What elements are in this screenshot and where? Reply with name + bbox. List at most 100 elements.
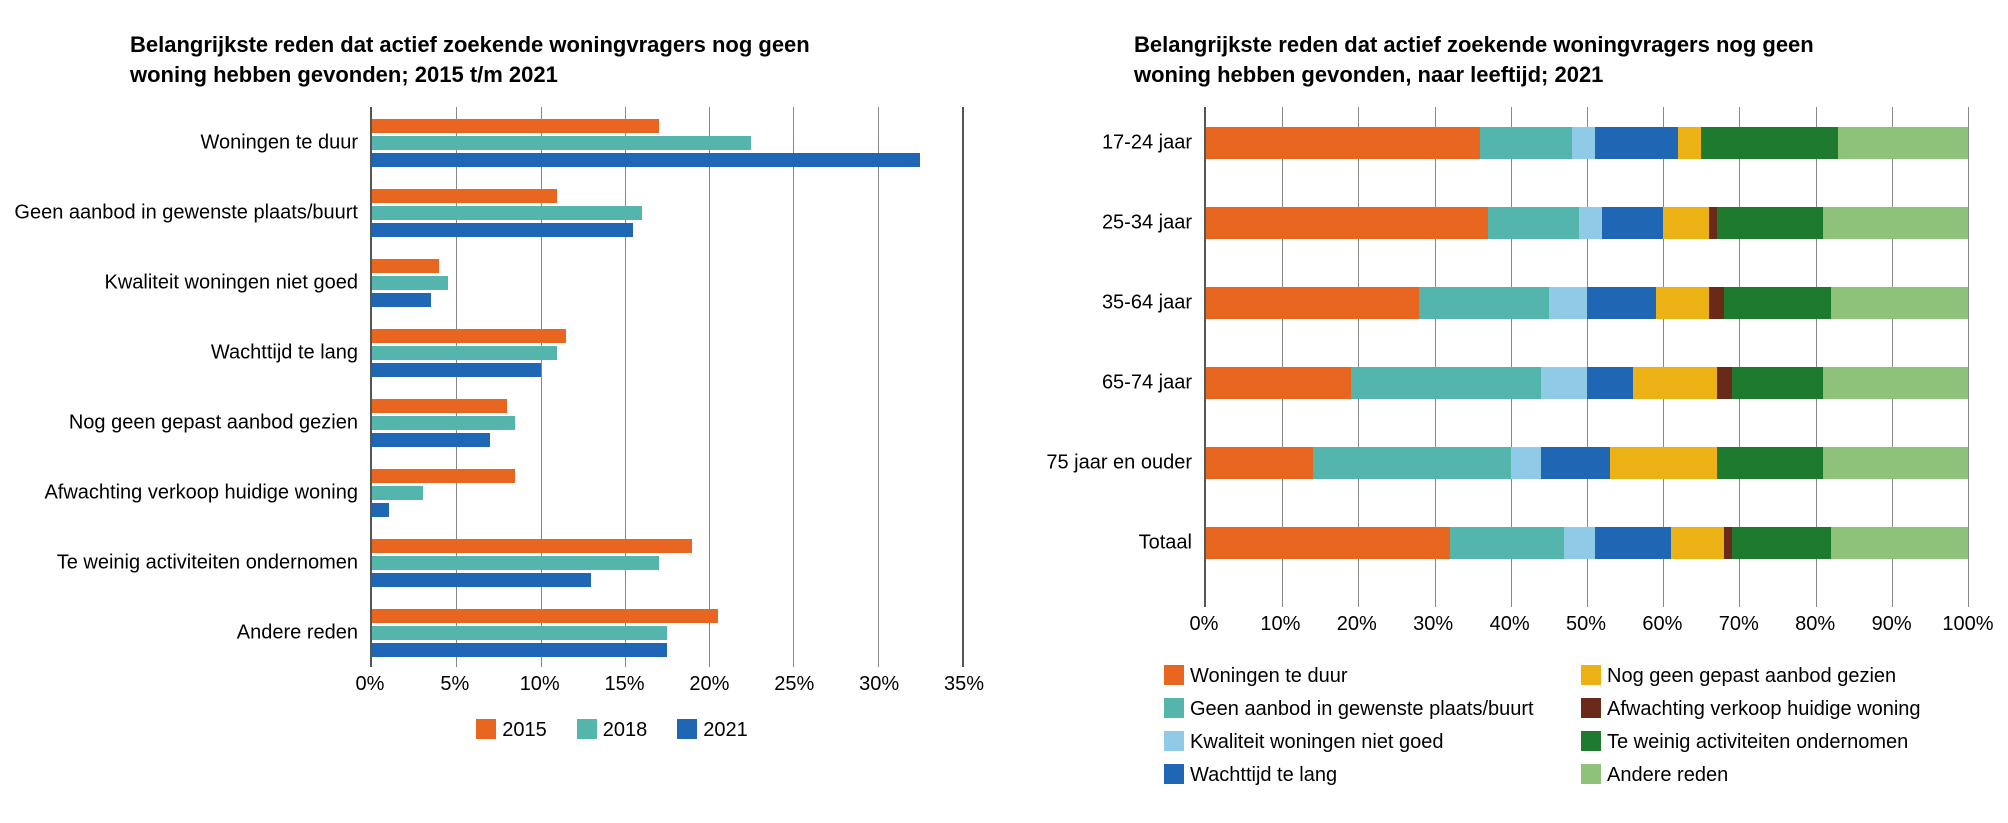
- grouped-hbar-bar: [372, 399, 507, 413]
- stacked-hbar-segment: [1488, 207, 1579, 239]
- grouped-hbar-bar: [372, 346, 557, 360]
- grouped-hbar-bar: [372, 293, 431, 307]
- grouped-hbar-bar: [372, 469, 515, 483]
- stacked-hbar-gridline: [1968, 107, 1969, 607]
- stacked-hbar-segment: [1206, 127, 1480, 159]
- stacked-hbar-segment: [1572, 127, 1595, 159]
- stacked-hbar-x-axis: 0%10%20%30%40%50%60%70%80%90%100%: [1204, 607, 1968, 641]
- stacked-hbar-segment: [1206, 447, 1313, 479]
- grouped-hbar-bar: [372, 643, 667, 657]
- stacked-hbar-segment: [1206, 527, 1450, 559]
- grouped-hbar-category-label: Kwaliteit woningen niet goed: [104, 272, 358, 295]
- grouped-hbar-bar: [372, 539, 692, 553]
- left-chart-title: Belangrijkste reden dat actief zoekende …: [130, 30, 890, 89]
- stacked-hbar-bar: [1206, 527, 1968, 559]
- stacked-hbar-bar: [1206, 447, 1968, 479]
- stacked-hbar-bar: [1206, 287, 1968, 319]
- stacked-hbar-row: 75 jaar en ouder: [1206, 447, 1968, 479]
- grouped-hbar-category-label: Nog geen gepast aanbod gezien: [69, 412, 358, 435]
- stacked-hbar-xtick-label: 50%: [1566, 613, 1606, 636]
- stacked-hbar-segment: [1717, 207, 1824, 239]
- stacked-hbar-segment: [1313, 447, 1511, 479]
- stacked-hbar-segment: [1206, 287, 1419, 319]
- stacked-hbar-segment: [1732, 367, 1823, 399]
- grouped-hbar-bar: [372, 626, 667, 640]
- stacked-hbar-segment: [1595, 127, 1679, 159]
- grouped-hbar-bar: [372, 363, 541, 377]
- stacked-hbar-xtick-label: 10%: [1260, 613, 1300, 636]
- stacked-hbar-segment: [1206, 367, 1351, 399]
- stacked-hbar-segment: [1709, 287, 1724, 319]
- stacked-hbar-row-label: Totaal: [1139, 532, 1192, 555]
- stacked-hbar-segment: [1732, 527, 1831, 559]
- stacked-hbar-row-label: 17-24 jaar: [1102, 132, 1192, 155]
- stacked-hbar-xtick-label: 60%: [1642, 613, 1682, 636]
- stacked-hbar-legend-item: Kwaliteit woningen niet goed: [1164, 731, 1551, 754]
- grouped-hbar-bar: [372, 573, 591, 587]
- grouped-hbar-category-label: Andere reden: [237, 622, 358, 645]
- stacked-hbar-segment: [1595, 527, 1671, 559]
- legend-swatch-icon: [1164, 764, 1184, 784]
- grouped-hbar-bar: [372, 416, 515, 430]
- stacked-hbar-legend-item: Woningen te duur: [1164, 665, 1551, 688]
- grouped-hbar-legend: 201520182021: [260, 719, 964, 742]
- stacked-hbar-segment: [1587, 287, 1656, 319]
- stacked-hbar-segment: [1709, 207, 1717, 239]
- stacked-hbar-xtick-label: 100%: [1942, 613, 1993, 636]
- stacked-hbar-segment: [1831, 287, 1968, 319]
- stacked-hbar-row: 25-34 jaar: [1206, 207, 1968, 239]
- stacked-hbar-segment: [1511, 447, 1541, 479]
- grouped-hbar-x-axis: 0%5%10%15%20%25%30%35%: [370, 667, 964, 701]
- stacked-hbar-segment: [1549, 287, 1587, 319]
- grouped-hbar-bar: [372, 609, 718, 623]
- grouped-hbar-bar: [372, 433, 490, 447]
- grouped-hbar-group: Woningen te duur: [372, 119, 962, 167]
- grouped-hbar-bar: [372, 329, 566, 343]
- grouped-hbar-xtick-label: 35%: [944, 673, 984, 696]
- stacked-hbar-legend-item: Nog geen gepast aanbod gezien: [1581, 665, 1968, 688]
- grouped-hbar-legend-item: 2018: [577, 719, 648, 742]
- grouped-hbar-xtick-label: 15%: [605, 673, 645, 696]
- grouped-hbar-bar: [372, 486, 423, 500]
- stacked-hbar-row: 35-64 jaar: [1206, 287, 1968, 319]
- stacked-hbar-segment: [1633, 367, 1717, 399]
- legend-swatch-icon: [1581, 698, 1601, 718]
- stacked-hbar-bar: [1206, 367, 1968, 399]
- stacked-hbar-legend: Woningen te duur Nog geen gepast aanbod g…: [1164, 665, 1968, 787]
- stacked-hbar-segment: [1610, 447, 1717, 479]
- grouped-hbar-group: Te weinig activiteiten ondernomen: [372, 539, 962, 587]
- stacked-hbar-legend-item: Wachttijd te lang: [1164, 764, 1551, 787]
- legend-swatch-icon: [1164, 665, 1184, 685]
- grouped-hbar-bar: [372, 556, 659, 570]
- grouped-hbar-category-label: Wachttijd te lang: [211, 342, 358, 365]
- legend-swatch-icon: [577, 719, 597, 739]
- grouped-hbar-bar: [372, 276, 448, 290]
- stacked-hbar-bar: [1206, 127, 1968, 159]
- stacked-hbar-segment: [1823, 207, 1968, 239]
- grouped-hbar-group: Afwachting verkoop huidige woning: [372, 469, 962, 517]
- stacked-hbar-segment: [1541, 367, 1587, 399]
- stacked-hbar-bar: [1206, 207, 1968, 239]
- stacked-hbar-row: 17-24 jaar: [1206, 127, 1968, 159]
- stacked-hbar-legend-item: Geen aanbod in gewenste plaats/buurt: [1164, 698, 1551, 721]
- stacked-hbar-plot-area: 17-24 jaar25-34 jaar35-64 jaar65-74 jaar…: [1204, 107, 1968, 607]
- stacked-hbar-segment: [1663, 207, 1709, 239]
- stacked-hbar-segment: [1671, 527, 1724, 559]
- grouped-hbar-group: Wachttijd te lang: [372, 329, 962, 377]
- legend-swatch-icon: [476, 719, 496, 739]
- grouped-hbar-category-label: Te weinig activiteiten ondernomen: [57, 552, 358, 575]
- stacked-hbar-rows: 17-24 jaar25-34 jaar35-64 jaar65-74 jaar…: [1206, 107, 1968, 607]
- stacked-hbar-row-label: 75 jaar en ouder: [1046, 452, 1192, 475]
- grouped-hbar-legend-item: 2021: [677, 719, 748, 742]
- grouped-hbar-chart: Woningen te duurGeen aanbod in gewenste …: [40, 107, 964, 742]
- stacked-hbar-legend-item: Andere reden: [1581, 764, 1968, 787]
- grouped-hbar-bar: [372, 206, 642, 220]
- stacked-hbar-segment: [1351, 367, 1542, 399]
- stacked-hbar-segment: [1831, 527, 1968, 559]
- grouped-hbar-bar: [372, 189, 557, 203]
- stacked-hbar-segment: [1656, 287, 1709, 319]
- grouped-hbar-group: Andere reden: [372, 609, 962, 657]
- stacked-hbar-segment: [1724, 527, 1732, 559]
- stacked-hbar-segment: [1724, 287, 1831, 319]
- grouped-hbar-xtick-label: 5%: [440, 673, 469, 696]
